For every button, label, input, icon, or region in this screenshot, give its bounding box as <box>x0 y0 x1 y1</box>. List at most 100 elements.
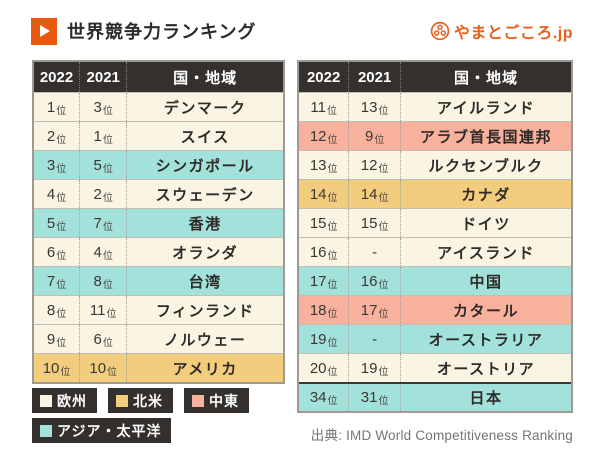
country-cell: カタール <box>401 296 571 324</box>
rank-suffix: 位 <box>102 105 113 117</box>
rank-2022-cell: 14 位 <box>299 180 350 208</box>
play-icon <box>31 17 57 45</box>
country-name: オーストラリア <box>428 331 544 349</box>
rank-2022-cell: 10 位 <box>34 354 81 382</box>
country-name: デンマーク <box>163 99 247 117</box>
rank-number: 31 <box>360 389 378 406</box>
rank-suffix: 位 <box>327 250 338 262</box>
rank-number: 10 <box>42 359 60 377</box>
legend-chip: 北米 <box>108 388 173 413</box>
rank-2022-cell: 11 位 <box>299 93 350 121</box>
rank-2021-cell: 19 位 <box>349 354 401 382</box>
country-name: オーストリア <box>436 360 536 378</box>
country-cell: シンガポール <box>127 151 283 179</box>
country-name: ドイツ <box>461 215 511 233</box>
rank-suffix: 位 <box>56 279 67 291</box>
rank-suffix: 位 <box>56 192 67 204</box>
country-name: シンガポール <box>155 157 255 175</box>
rank-number: 12 <box>360 156 378 174</box>
country-name: ノルウェー <box>163 331 247 349</box>
legend-label: アジア・太平洋 <box>57 422 162 439</box>
rank-number: 4 <box>46 185 56 203</box>
rank-number: 11 <box>310 98 326 116</box>
rank-2021-cell: 11 位 <box>80 296 128 324</box>
country-cell: カナダ <box>401 180 571 208</box>
rank-suffix: 位 <box>106 308 117 320</box>
rank-suffix: 位 <box>327 308 338 320</box>
rank-2021-cell: - <box>349 238 401 266</box>
table-header-row: 2022 2021 国・地域 <box>299 62 571 92</box>
rank-number: 13 <box>309 156 327 174</box>
country-cell: ドイツ <box>401 209 571 237</box>
rank-number: 5 <box>93 156 102 174</box>
country-name: 中国 <box>469 273 503 291</box>
rank-2022-cell: 18 位 <box>299 296 350 324</box>
yamatogokoro-logo-icon <box>430 21 450 41</box>
table-row: 1 位 3 位 デンマーク <box>34 92 283 121</box>
rank-suffix: 位 <box>107 366 118 378</box>
rank-suffix: 位 <box>56 250 67 262</box>
rank-number: 17 <box>360 301 378 319</box>
rank-2022-cell: 15 位 <box>299 209 350 237</box>
country-name: アイスランド <box>437 244 535 262</box>
legend-label: 北米 <box>133 392 163 409</box>
rank-number: 4 <box>93 243 102 261</box>
country-name: カタール <box>452 302 519 320</box>
rank-number: 15 <box>360 214 378 232</box>
table-row: 17 位 16 位中国 <box>299 266 571 295</box>
rank-2021-cell: 16 位 <box>349 267 401 295</box>
table-row: 4 位 2 位スウェーデン <box>34 179 283 208</box>
rank-number: 3 <box>93 98 102 116</box>
rank-2022-cell: 19 位 <box>299 325 350 353</box>
rank-suffix: 位 <box>378 221 389 233</box>
rank-suffix: 位 <box>327 279 338 291</box>
country-cell: アイルランド <box>401 93 571 121</box>
table-row: 2 位 1 位スイス <box>34 121 283 150</box>
rank-suffix: 位 <box>378 192 389 204</box>
page-title: 世界競争力ランキング <box>67 22 257 42</box>
table-row: 13 位 12 位ルクセンブルク <box>299 150 571 179</box>
country-name: 日本 <box>469 390 503 407</box>
rank-number: 6 <box>93 330 102 348</box>
brand-logo[interactable]: やまとごころ.jp <box>430 19 573 43</box>
rank-2021-cell: 10 位 <box>80 354 128 382</box>
rank-number: 8 <box>93 272 102 290</box>
no-rank-dash: - <box>372 243 378 261</box>
country-cell: アメリカ <box>127 354 283 382</box>
table-row: 3 位 5 位シンガポール <box>34 150 283 179</box>
brand-logo-text: やまとごころ.jp <box>453 25 573 42</box>
rank-suffix: 位 <box>378 366 389 378</box>
legend-chip: 欧州 <box>32 388 97 413</box>
rank-2021-cell: 12 位 <box>349 151 401 179</box>
country-name: オランダ <box>172 244 239 262</box>
rank-2022-cell: 13 位 <box>299 151 350 179</box>
country-cell: ルクセンブルク <box>401 151 571 179</box>
country-name: フィンランド <box>155 302 255 320</box>
table-row: 11 位 13 位アイルランド <box>299 92 571 121</box>
rank-number: 1 <box>46 98 56 116</box>
rank-number: 9 <box>46 330 56 348</box>
rank-number: 14 <box>360 185 378 203</box>
legend-label: 中東 <box>209 392 239 409</box>
rank-number: 20 <box>309 359 327 377</box>
column-header-region: 国・地域 <box>173 69 238 87</box>
table-row: 19 位 - オーストラリア <box>299 324 571 353</box>
country-name: アメリカ <box>172 360 238 378</box>
country-cell: アイスランド <box>401 238 571 266</box>
table-row: 34 位 31 位日本 <box>299 382 571 411</box>
country-name: 香港 <box>188 215 222 233</box>
table-row: 14 位 14 位カナダ <box>299 179 571 208</box>
table-row: 12 位 9 位アラブ首長国連邦 <box>299 121 571 150</box>
country-cell: アラブ首長国連邦 <box>401 122 571 150</box>
rank-suffix: 位 <box>56 337 67 349</box>
